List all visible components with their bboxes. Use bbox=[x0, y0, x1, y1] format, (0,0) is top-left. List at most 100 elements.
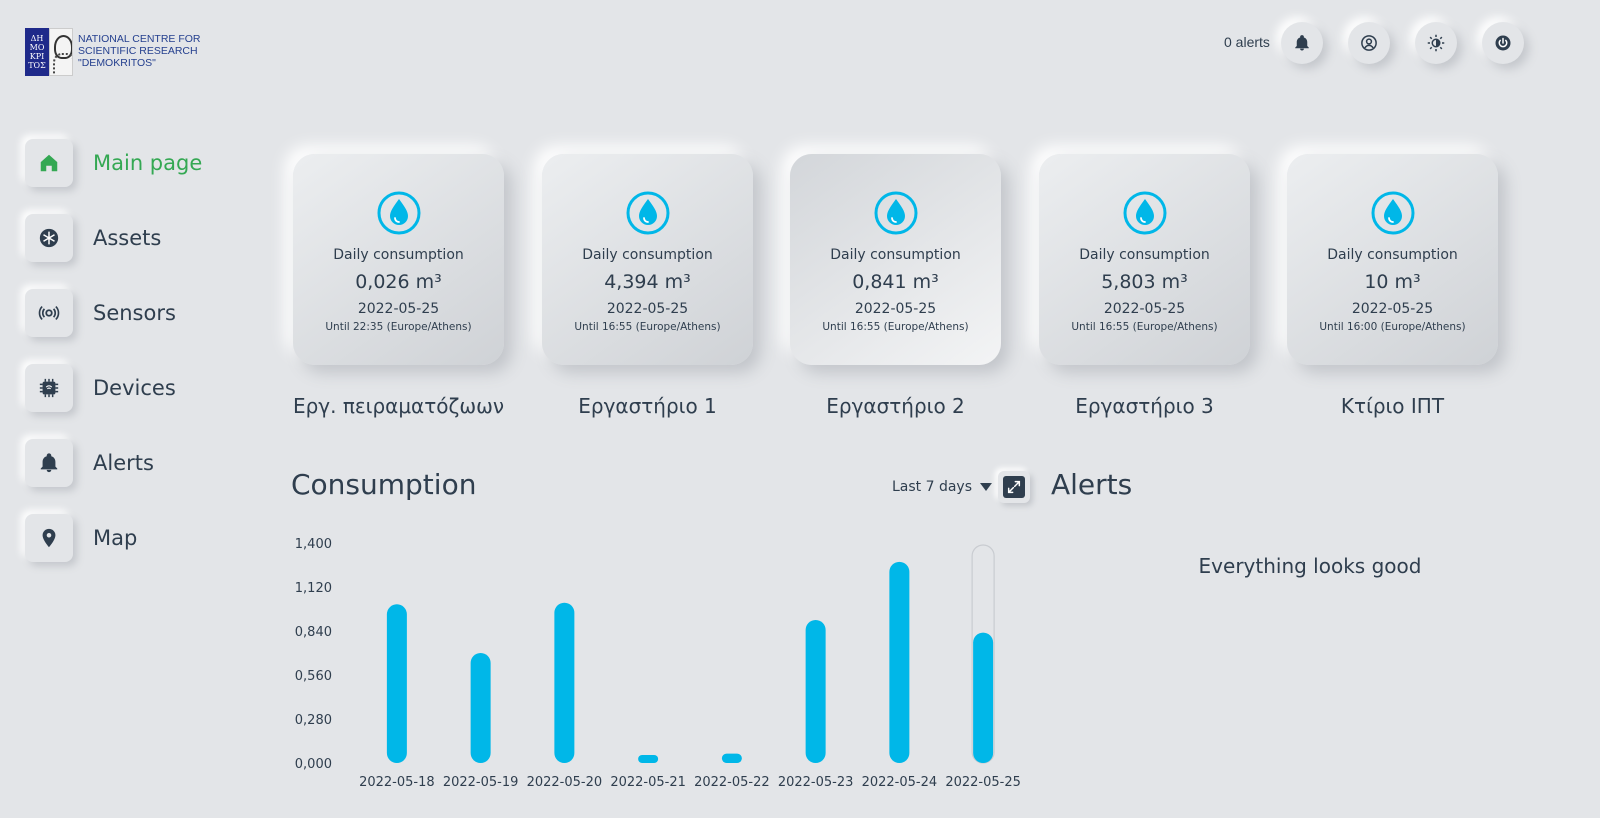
card-value: 10 m³ bbox=[1364, 271, 1421, 293]
theme-toggle-button[interactable] bbox=[1415, 22, 1457, 64]
chart-bar[interactable] bbox=[889, 561, 910, 763]
card-date: 2022-05-25 bbox=[357, 301, 440, 317]
sidebar-item-label: Devices bbox=[93, 376, 176, 400]
card-value: 4,394 m³ bbox=[604, 271, 691, 293]
sidebar-item-alerts[interactable]: Alerts bbox=[25, 439, 154, 487]
chart-bar[interactable] bbox=[973, 632, 994, 763]
card-label: Daily consumption bbox=[830, 247, 961, 263]
range-dropdown[interactable]: Last 7 days bbox=[892, 479, 993, 495]
water-drop-icon bbox=[874, 191, 917, 235]
sidebar-item-label: Main page bbox=[93, 151, 203, 175]
brand-logo[interactable]: ΔΗ ΜΟ ΚΡΙ ΤΟΣ NATIONAL CENTRE FOR SCIENT… bbox=[25, 28, 201, 76]
sidebar-item-sensors[interactable]: Sensors bbox=[25, 289, 176, 337]
consumption-card[interactable]: Daily consumption 10 m³ 2022-05-25 Until 16… bbox=[1287, 154, 1498, 365]
card-until: Until 16:00 (Europe/Athens) bbox=[1319, 321, 1466, 333]
logout-button[interactable] bbox=[1482, 22, 1524, 64]
chip-icon bbox=[25, 364, 73, 412]
sensor-icon bbox=[25, 289, 73, 337]
x-tick-label: 2022-05-19 bbox=[443, 775, 519, 790]
power-icon bbox=[1495, 35, 1511, 51]
consumption-card[interactable]: Daily consumption 0,026 m³ 2022-05-25 Until… bbox=[293, 154, 504, 365]
card-asset-name[interactable]: Εργαστήριο 1 bbox=[578, 394, 717, 418]
sidebar-item-assets[interactable]: Assets bbox=[25, 214, 161, 262]
chart-bar[interactable] bbox=[470, 653, 491, 763]
card-asset-name[interactable]: Κτίριο ΙΠΤ bbox=[1340, 394, 1445, 418]
card-value: 0,841 m³ bbox=[852, 271, 939, 293]
brand-name: NATIONAL CENTRE FOR SCIENTIFIC RESEARCH … bbox=[78, 33, 201, 69]
sidebar-item-label: Assets bbox=[93, 226, 162, 250]
x-tick-label: 2022-05-22 bbox=[694, 775, 770, 790]
expand-chart-button[interactable] bbox=[998, 471, 1030, 503]
home-icon bbox=[25, 139, 73, 187]
y-tick-label: 0,000 bbox=[295, 757, 332, 772]
logo-seal: ΔΗ ΜΟ ΚΡΙ ΤΟΣ bbox=[25, 28, 49, 76]
card-label: Daily consumption bbox=[1079, 247, 1210, 263]
snowflake-icon bbox=[25, 214, 73, 262]
alerts-title: Alerts bbox=[1051, 468, 1133, 501]
card-asset-name[interactable]: Εργαστήριο 3 bbox=[1075, 394, 1214, 418]
water-drop-icon bbox=[626, 191, 669, 235]
water-drop-icon bbox=[1371, 191, 1414, 235]
card-until: Until 16:55 (Europe/Athens) bbox=[1071, 321, 1218, 333]
brand-name-line: "DEMOKRITOS" bbox=[78, 57, 156, 69]
sidebar-item-map[interactable]: Map bbox=[25, 514, 137, 562]
seal-line: ΔΗ bbox=[30, 34, 44, 43]
card-label: Daily consumption bbox=[1327, 247, 1458, 263]
x-tick-label: 2022-05-21 bbox=[610, 775, 686, 790]
x-tick-label: 2022-05-20 bbox=[527, 775, 603, 790]
bell-icon bbox=[1295, 35, 1309, 51]
card-until: Until 16:55 (Europe/Athens) bbox=[822, 321, 969, 333]
water-drop-icon bbox=[377, 191, 420, 235]
water-drop-icon bbox=[1123, 191, 1166, 235]
x-tick-label: 2022-05-24 bbox=[862, 775, 938, 790]
chart-bar[interactable] bbox=[805, 620, 826, 763]
chart-bar[interactable] bbox=[386, 604, 407, 763]
consumption-card[interactable]: Daily consumption 4,394 m³ 2022-05-25 Until… bbox=[542, 154, 753, 365]
y-tick-label: 0,840 bbox=[295, 625, 332, 640]
brand-name-line: SCIENTIFIC RESEARCH bbox=[78, 45, 198, 57]
card-value: 5,803 m³ bbox=[1101, 271, 1188, 293]
bell-icon bbox=[25, 439, 73, 487]
chart-bar[interactable] bbox=[721, 753, 742, 763]
card-label: Daily consumption bbox=[333, 247, 464, 263]
sidebar-item-devices[interactable]: Devices bbox=[25, 364, 176, 412]
expand-icon bbox=[1003, 476, 1025, 498]
alerts-count: 0 alerts bbox=[1224, 34, 1270, 50]
card-date: 2022-05-25 bbox=[1103, 301, 1186, 317]
y-tick-label: 0,280 bbox=[295, 713, 332, 728]
y-tick-label: 1,120 bbox=[295, 581, 332, 596]
card-date: 2022-05-25 bbox=[606, 301, 689, 317]
caret-down-icon bbox=[980, 483, 993, 491]
sidebar-item-label: Alerts bbox=[93, 451, 154, 475]
consumption-card[interactable]: Daily consumption 5,803 m³ 2022-05-25 Until… bbox=[1039, 154, 1250, 365]
alerts-empty-message: Everything looks good bbox=[1198, 554, 1422, 578]
card-until: Until 22:35 (Europe/Athens) bbox=[325, 321, 472, 333]
sidebar-item-main-page[interactable]: Main page bbox=[25, 139, 202, 187]
profile-button[interactable] bbox=[1348, 22, 1390, 64]
chart-bar[interactable] bbox=[638, 755, 659, 763]
top-bar: 0 alerts bbox=[1180, 22, 1600, 64]
notifications-button[interactable] bbox=[1281, 22, 1323, 64]
card-label: Daily consumption bbox=[582, 247, 713, 263]
card-value: 0,026 m³ bbox=[355, 271, 442, 293]
map-pin-icon bbox=[25, 514, 73, 562]
x-tick-label: 2022-05-25 bbox=[945, 775, 1021, 790]
consumption-card[interactable]: Daily consumption 0,841 m³ 2022-05-25 Until… bbox=[790, 154, 1001, 365]
card-asset-name[interactable]: Εργαστήριο 2 bbox=[826, 394, 965, 418]
sidebar-item-label: Sensors bbox=[93, 301, 176, 325]
seal-line: ΤΟΣ bbox=[28, 61, 46, 70]
sidebar-item-label: Map bbox=[93, 526, 138, 550]
card-asset-name[interactable]: Εργ. πειραματόζωων bbox=[292, 394, 505, 418]
card-date: 2022-05-25 bbox=[1351, 301, 1434, 317]
brand-name-line: NATIONAL CENTRE FOR bbox=[78, 33, 201, 45]
user-icon bbox=[1361, 35, 1377, 51]
chart-bar[interactable] bbox=[554, 602, 575, 763]
consumption-bar-chart: 0,000 0,280 0,560 0,840 1,120 1,400 2022-05-18… bbox=[295, 537, 1021, 790]
y-tick-label: 0,560 bbox=[295, 669, 332, 684]
consumption-title: Consumption bbox=[291, 468, 477, 501]
y-tick-label: 1,400 bbox=[295, 537, 332, 552]
theme-icon bbox=[1427, 34, 1445, 52]
seal-line: ΜΟ bbox=[29, 43, 45, 52]
card-until: Until 16:55 (Europe/Athens) bbox=[574, 321, 721, 333]
